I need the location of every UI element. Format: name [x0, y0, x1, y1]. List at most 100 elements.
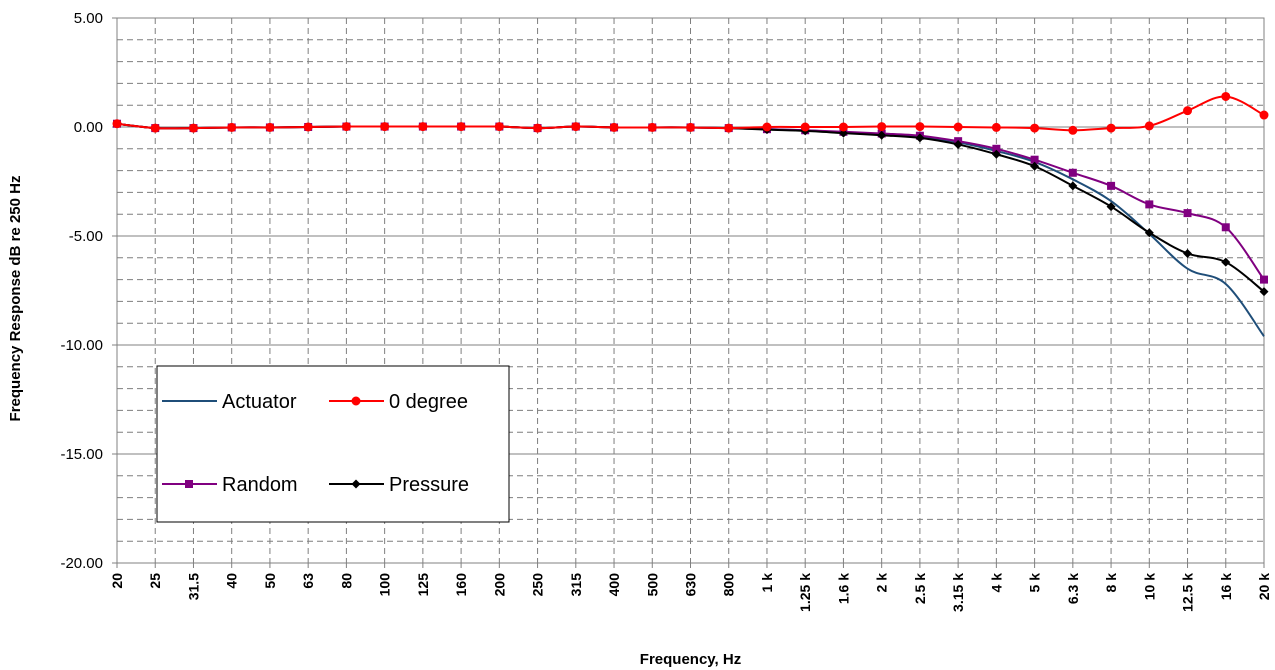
x-tick-label: 3.15 k [950, 573, 966, 612]
x-tick-label: 400 [606, 573, 622, 597]
data-point [1183, 209, 1192, 218]
x-tick-label: 40 [224, 573, 240, 589]
x-tick-label: 20 k [1256, 573, 1272, 600]
data-point [533, 123, 543, 133]
x-tick-label: 200 [491, 573, 507, 597]
data-point [265, 122, 275, 132]
data-point [1260, 275, 1268, 284]
y-tick-label: -10.00 [60, 337, 103, 354]
data-point [1030, 123, 1040, 133]
x-tick-label: 315 [568, 573, 584, 597]
data-point [1221, 223, 1230, 232]
data-point [1030, 155, 1039, 164]
data-point [800, 122, 810, 132]
data-point [227, 122, 237, 132]
data-point [1183, 248, 1193, 258]
x-tick-label: 80 [338, 573, 354, 589]
data-point [1030, 161, 1040, 171]
legend-item-pressure: Pressure [329, 474, 469, 496]
data-point [609, 122, 619, 132]
data-point [877, 130, 887, 140]
x-tick-label: 125 [415, 573, 431, 597]
y-tick-label: -5.00 [69, 228, 103, 245]
x-tick-label: 16 k [1218, 573, 1234, 600]
legend-label: Random [222, 474, 298, 496]
x-tick-label: 5 k [1027, 573, 1043, 593]
x-axis-ticks: 20 25 31.5 40 50 63 80 100 125 160 200 250 315 400 500… [109, 563, 1272, 612]
data-point [351, 396, 361, 406]
data-point [991, 122, 1001, 132]
data-point [762, 122, 772, 132]
legend-item-random: Random [162, 474, 298, 496]
x-tick-label: 20 [109, 573, 125, 589]
x-tick-label: 2.5 k [912, 573, 928, 604]
x-tick-label: 250 [530, 573, 546, 597]
data-point [1144, 228, 1154, 238]
data-point [571, 122, 581, 132]
x-tick-label: 100 [377, 573, 393, 597]
data-point [1259, 287, 1269, 297]
data-point [1068, 125, 1078, 135]
data-point [992, 144, 1001, 153]
x-tick-label: 630 [683, 573, 699, 597]
x-tick-label: 1 k [759, 573, 775, 593]
x-tick-label: 31.5 [185, 573, 201, 600]
data-point [724, 123, 734, 133]
data-point [915, 122, 925, 132]
data-point [351, 479, 361, 489]
data-point [991, 149, 1001, 159]
y-tick-label: -15.00 [60, 446, 103, 463]
x-tick-label: 1.25 k [797, 573, 813, 612]
series-lines [112, 91, 1269, 337]
legend-box [156, 365, 510, 523]
y-axis-title: Frequency Response dB re 250 Hz [7, 176, 24, 422]
data-point [150, 123, 160, 133]
data-point [838, 122, 848, 132]
y-axis-ticks: 5.00 0.00 -5.00 -10.00 -15.00 -20.00 [60, 10, 117, 572]
data-point [1221, 91, 1231, 101]
x-tick-label: 63 [300, 573, 316, 589]
y-tick-label: -20.00 [60, 555, 103, 572]
y-tick-label: 0.00 [74, 119, 103, 136]
x-tick-label: 12.5 k [1180, 573, 1196, 612]
legend-item-actuator: Actuator [162, 391, 297, 413]
data-point [185, 480, 193, 488]
data-point [341, 122, 351, 132]
x-tick-label: 4 k [988, 573, 1004, 593]
x-tick-label: 500 [644, 573, 660, 597]
data-point [418, 122, 428, 132]
legend-label: 0 degree [389, 391, 468, 413]
data-point [953, 139, 963, 149]
data-point [1068, 181, 1078, 191]
data-point [303, 122, 313, 132]
data-point [494, 122, 504, 132]
y-tick-label: 5.00 [74, 10, 103, 27]
legend-label: Actuator [222, 391, 297, 413]
data-point [1221, 257, 1231, 267]
data-point [915, 133, 925, 143]
data-point [1068, 168, 1077, 177]
data-point [380, 122, 390, 132]
data-point [647, 122, 657, 132]
legend-label: Pressure [389, 474, 469, 496]
data-point [1106, 123, 1116, 133]
data-point [1107, 181, 1116, 190]
x-tick-label: 6.3 k [1065, 573, 1081, 604]
data-point [1145, 200, 1154, 209]
x-tick-label: 160 [453, 573, 469, 597]
x-tick-label: 10 k [1141, 573, 1157, 600]
data-point [1144, 121, 1154, 131]
data-point [456, 122, 466, 132]
x-tick-label: 800 [721, 573, 737, 597]
series-0-degree [112, 91, 1269, 135]
data-point [1259, 110, 1269, 120]
legend: Actuator 0 degree Random Pressure [156, 365, 510, 523]
data-point [1183, 106, 1193, 116]
x-tick-label: 25 [147, 573, 163, 589]
data-point [686, 122, 695, 132]
legend-item-0-degree: 0 degree [329, 391, 468, 413]
x-tick-label: 2 k [874, 573, 890, 593]
data-point [188, 123, 198, 133]
data-point [877, 122, 887, 132]
